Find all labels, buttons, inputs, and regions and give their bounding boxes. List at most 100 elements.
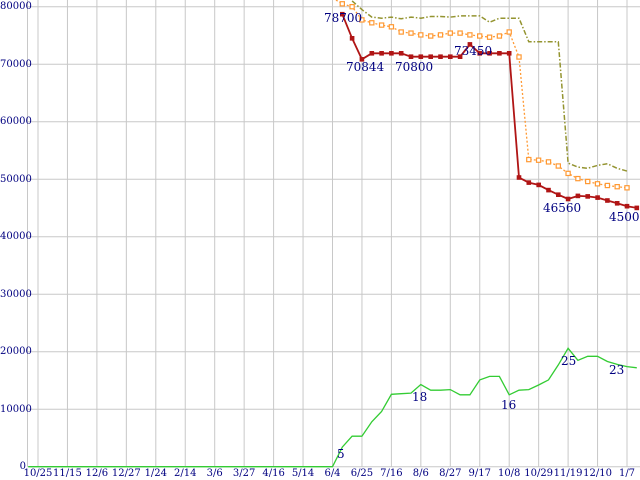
data-label-45000: 45000	[609, 210, 640, 224]
data-label-5: 5	[337, 447, 345, 461]
y-tick-label: 0	[19, 461, 26, 473]
orange-line-marker	[555, 163, 562, 169]
orange-line-marker	[477, 33, 483, 39]
data-label-78700: 78700	[324, 11, 363, 25]
x-tick-label: 12/10	[583, 468, 612, 479]
orange-line-marker	[408, 30, 414, 36]
red-line-marker	[516, 175, 522, 180]
orange-line-marker	[624, 185, 630, 191]
data-label-23: 23	[609, 363, 625, 377]
y-tick-label: 10000	[0, 403, 32, 415]
red-line-marker	[359, 57, 365, 62]
orange-line-marker	[545, 159, 552, 165]
red-line-marker	[497, 51, 502, 56]
red-line-marker	[467, 42, 473, 47]
red-line-marker	[634, 205, 640, 211]
red-line-marker	[389, 51, 394, 56]
red-line-marker	[506, 51, 512, 56]
red-line-marker	[575, 193, 581, 199]
x-tick-label: 10/8	[497, 468, 521, 479]
red-line-marker	[428, 54, 433, 59]
y-tick-label: 30000	[0, 288, 32, 300]
orange-line-marker	[535, 157, 542, 163]
orange-line-marker	[339, 1, 346, 7]
orange-line-marker	[516, 54, 522, 60]
red-line-marker	[614, 201, 620, 206]
red-line-marker	[418, 54, 424, 59]
y-tick-label: 80000	[0, 1, 32, 13]
red-line-marker	[398, 51, 404, 56]
orange-line-marker	[398, 29, 404, 35]
y-tick-label: 20000	[0, 346, 32, 358]
x-tick-label: 12/27	[111, 468, 141, 479]
orange-line-marker	[584, 178, 591, 185]
x-tick-label: 8/27	[439, 468, 462, 479]
red-line-marker	[487, 51, 492, 56]
orange-line-marker	[437, 32, 444, 38]
data-label-25: 25	[561, 354, 577, 368]
x-tick-label: 4/16	[262, 468, 285, 479]
orange-line-marker	[378, 22, 385, 28]
orange-line-marker	[604, 182, 611, 189]
red-line-marker	[457, 54, 463, 59]
orange-line-marker	[486, 34, 493, 40]
x-tick-label: 8/6	[412, 468, 429, 479]
x-tick-label: 2/14	[174, 468, 197, 479]
data-label-70844: 70844	[346, 60, 385, 74]
orange-line-marker	[359, 17, 365, 23]
red-line-marker	[556, 192, 561, 197]
x-tick-label: 10/29	[524, 468, 554, 479]
x-tick-label: 6/4	[324, 468, 341, 479]
y-tick-label: 60000	[0, 116, 32, 128]
orange-line-marker	[506, 29, 512, 35]
x-tick-label: 3/6	[206, 468, 223, 479]
x-tick-label: 10/25	[23, 468, 53, 479]
red-line-marker	[595, 195, 600, 200]
orange-line-marker	[467, 32, 473, 38]
data-label-16: 16	[501, 398, 517, 412]
orange-line-marker	[594, 181, 601, 187]
orange-line-marker	[614, 184, 620, 190]
x-tick-label: 9/17	[468, 468, 491, 479]
orange-line-marker	[369, 20, 375, 26]
red-line-marker	[477, 51, 482, 56]
y-tick-label: 40000	[0, 231, 32, 243]
y-tick-label: 70000	[0, 58, 32, 70]
red-line-marker	[526, 180, 532, 185]
x-tick-label: 6/25	[350, 468, 374, 479]
red-line-marker	[585, 194, 590, 199]
orange-line-marker	[428, 33, 434, 39]
x-tick-label: 7/16	[380, 468, 403, 479]
x-tick-label: 5/14	[291, 468, 315, 479]
red-line-marker	[379, 51, 384, 56]
data-label-70800: 70800	[395, 60, 434, 74]
red-line-marker	[536, 182, 541, 188]
orange-line-marker	[575, 175, 581, 182]
red-line-marker	[349, 36, 355, 41]
y-tick-label: 50000	[0, 173, 32, 185]
x-tick-label: 12/6	[85, 468, 109, 479]
orange-line-marker	[418, 32, 424, 38]
green-line	[28, 347, 637, 468]
orange-line-marker	[447, 30, 454, 36]
orange-line-marker	[457, 30, 463, 36]
x-tick-label: 1/7	[618, 468, 636, 479]
orange-line-marker	[526, 156, 532, 163]
data-label-46560: 46560	[543, 201, 582, 215]
orange-line-marker	[349, 3, 355, 10]
red-line-marker	[340, 11, 345, 17]
red-line-marker	[624, 203, 630, 209]
data-label-73450: 73450	[454, 44, 493, 58]
red-line-marker	[438, 54, 443, 59]
orange-line-marker	[388, 24, 395, 30]
data-label-18: 18	[412, 390, 428, 404]
orange-line-marker	[565, 170, 571, 177]
red-line-marker	[605, 198, 610, 203]
red-line-marker	[546, 187, 551, 193]
x-tick-label: 11/15	[53, 468, 82, 479]
red-line-marker	[408, 54, 414, 59]
red-line-marker	[565, 196, 571, 202]
orange-line-marker	[496, 33, 503, 39]
